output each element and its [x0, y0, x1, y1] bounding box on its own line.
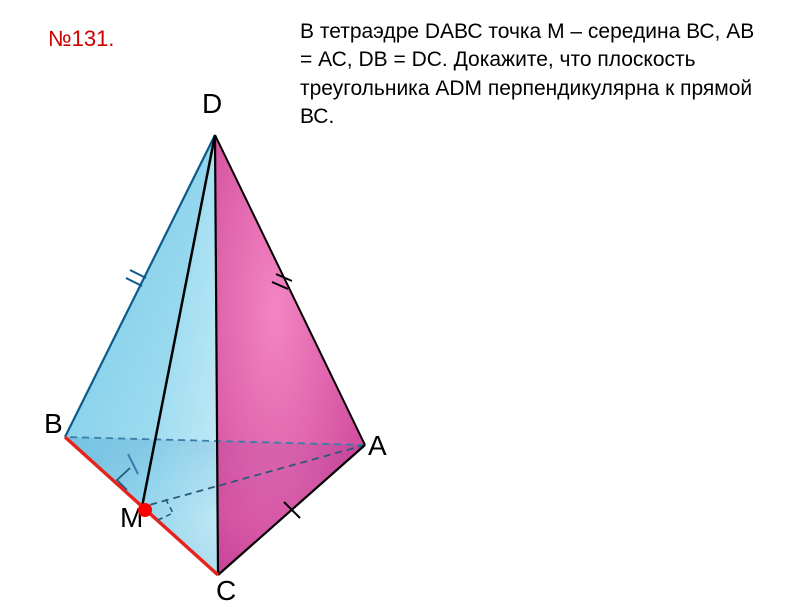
label-a: A	[368, 430, 387, 462]
label-d: D	[202, 88, 222, 120]
label-b: B	[44, 408, 63, 440]
tetrahedron-diagram: D B A C M	[20, 40, 440, 580]
label-c: C	[216, 575, 236, 607]
point-m-dot	[138, 503, 152, 517]
diagram-svg	[20, 40, 440, 580]
